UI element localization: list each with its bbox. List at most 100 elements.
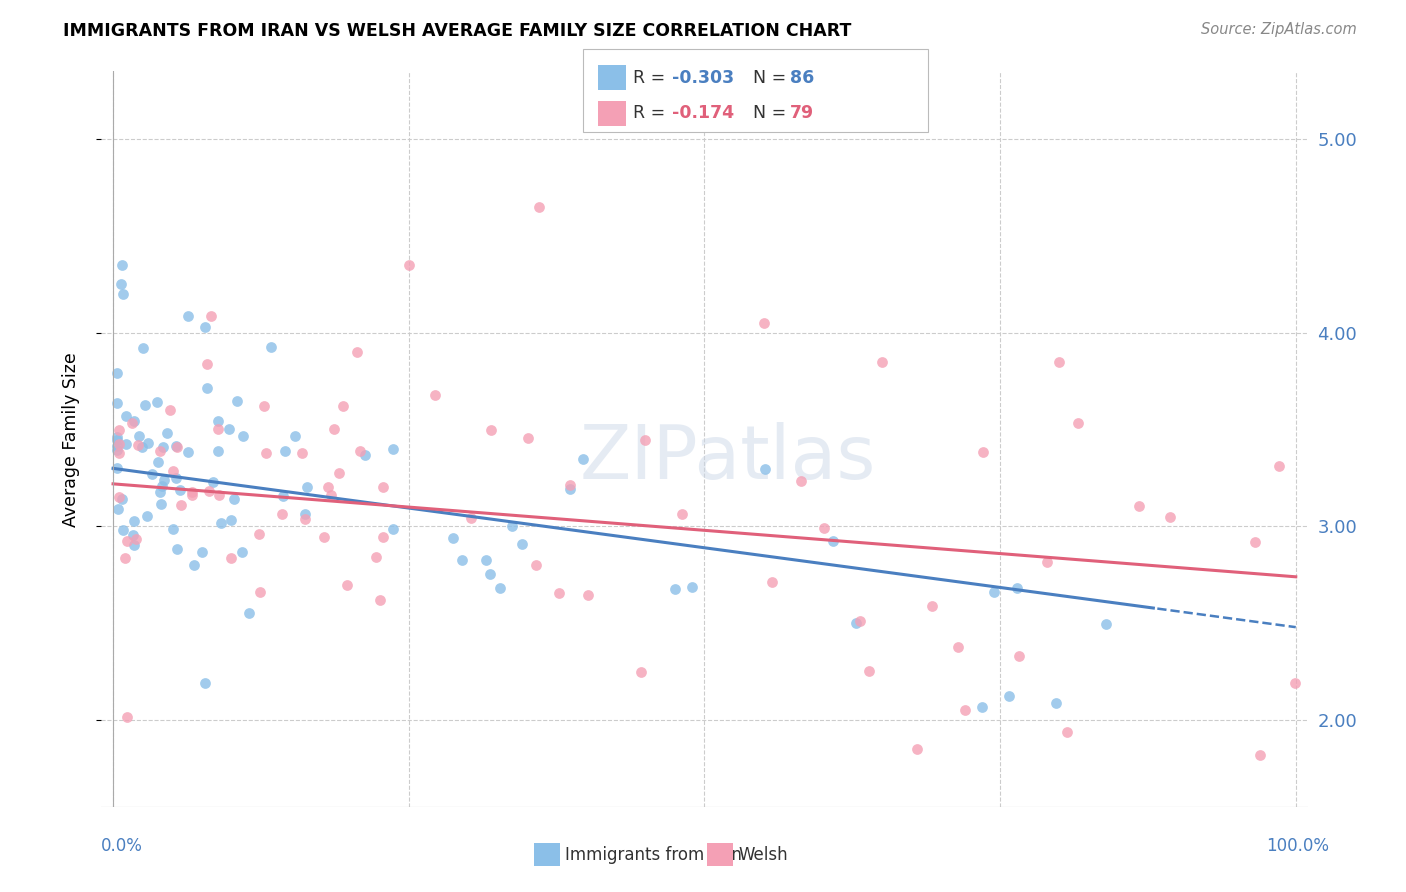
Point — [821, 534, 844, 549]
Point — [114, 436, 136, 450]
Y-axis label: Average Family Size: Average Family Size — [62, 352, 80, 526]
Point — [122, 538, 145, 552]
Text: 86: 86 — [790, 69, 814, 87]
Point — [321, 488, 343, 502]
Point — [115, 710, 138, 724]
Point — [489, 581, 512, 595]
Point — [354, 448, 377, 462]
Text: N =: N = — [742, 69, 792, 87]
Point — [207, 414, 229, 428]
Text: Source: ZipAtlas.com: Source: ZipAtlas.com — [1201, 22, 1357, 37]
Point — [226, 393, 249, 408]
Point — [169, 498, 191, 512]
Point — [576, 588, 599, 602]
Point — [524, 558, 547, 572]
Point — [207, 444, 229, 458]
Point — [681, 580, 703, 594]
Text: 0.0%: 0.0% — [101, 837, 143, 855]
Point — [1036, 555, 1059, 569]
Point — [1067, 416, 1090, 430]
Point — [110, 277, 132, 292]
Point — [634, 433, 657, 447]
Point — [849, 614, 872, 628]
Point — [108, 446, 131, 460]
Point — [166, 541, 188, 556]
Point — [191, 545, 214, 559]
Point — [998, 689, 1021, 703]
Point — [105, 395, 128, 409]
Point — [460, 511, 482, 525]
Point — [152, 473, 174, 487]
Point — [114, 551, 136, 566]
Point — [162, 464, 184, 478]
Point — [983, 585, 1005, 599]
Point — [136, 436, 159, 450]
Point — [1094, 616, 1116, 631]
Point — [294, 507, 316, 521]
Point — [165, 438, 187, 452]
Point — [166, 440, 188, 454]
Point — [295, 480, 318, 494]
Point — [105, 366, 128, 380]
Point — [972, 700, 994, 714]
Point — [349, 443, 371, 458]
Text: 100.0%: 100.0% — [1265, 837, 1329, 855]
Point — [183, 558, 205, 573]
Point — [548, 586, 571, 600]
Point — [921, 599, 943, 613]
Point — [177, 444, 200, 458]
Point — [382, 442, 405, 456]
Point — [870, 355, 893, 369]
Point — [558, 478, 581, 492]
Point — [238, 606, 260, 620]
Point — [122, 414, 145, 428]
Point — [312, 530, 335, 544]
Text: R =: R = — [633, 69, 671, 87]
Point — [112, 287, 135, 301]
Point — [132, 341, 155, 355]
Point — [253, 400, 276, 414]
Point — [159, 403, 181, 417]
Point — [131, 440, 153, 454]
Point — [371, 480, 394, 494]
Point — [231, 545, 253, 559]
Point — [128, 429, 150, 443]
Point — [224, 492, 246, 507]
Point — [127, 438, 149, 452]
Text: ZIPatlas: ZIPatlas — [579, 422, 876, 495]
Point — [1249, 747, 1271, 762]
Text: Immigrants from Iran: Immigrants from Iran — [565, 846, 742, 863]
Point — [1284, 675, 1306, 690]
Point — [105, 442, 128, 457]
Point — [156, 425, 179, 440]
Point — [201, 475, 224, 489]
Point — [346, 345, 368, 359]
Point — [571, 452, 593, 467]
Point — [527, 200, 550, 214]
Point — [1045, 696, 1067, 710]
Point — [450, 553, 472, 567]
Point — [193, 319, 215, 334]
Point — [197, 484, 219, 499]
Text: N =: N = — [742, 104, 792, 122]
Point — [953, 703, 976, 717]
Point — [664, 582, 686, 596]
Point — [150, 479, 173, 493]
Point — [1008, 649, 1031, 664]
Point — [111, 258, 134, 272]
Point — [318, 480, 340, 494]
Point — [141, 467, 163, 482]
Text: Welsh: Welsh — [738, 846, 787, 863]
Point — [219, 550, 242, 565]
Point — [177, 309, 200, 323]
Point — [284, 429, 307, 443]
Point — [291, 446, 314, 460]
Point — [813, 521, 835, 535]
Point — [152, 440, 174, 454]
Point — [219, 513, 242, 527]
Point — [560, 483, 582, 497]
Point — [146, 455, 169, 469]
Point — [441, 531, 464, 545]
Point — [761, 574, 783, 589]
Point — [121, 417, 143, 431]
